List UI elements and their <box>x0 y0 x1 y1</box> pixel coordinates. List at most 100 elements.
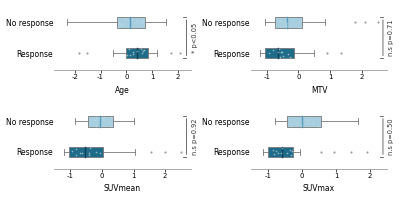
Point <box>283 23 289 26</box>
Point <box>273 25 280 28</box>
Point <box>162 150 168 153</box>
Point <box>177 52 184 55</box>
Point <box>134 49 140 52</box>
Point <box>288 124 295 127</box>
Point <box>284 21 290 25</box>
Point <box>352 21 358 24</box>
Point <box>93 116 99 119</box>
Point <box>141 49 147 52</box>
Point <box>289 149 295 152</box>
Text: * p<0.05: * p<0.05 <box>192 23 198 53</box>
Bar <box>117 17 145 28</box>
Point <box>115 25 122 28</box>
Point <box>284 52 291 55</box>
Point <box>68 149 75 152</box>
Point <box>108 116 114 119</box>
Point <box>76 151 83 154</box>
Point <box>168 52 174 55</box>
Point <box>298 19 304 22</box>
Point <box>282 24 289 28</box>
Point <box>348 150 354 153</box>
Point <box>76 52 82 55</box>
Point <box>139 21 145 24</box>
Point <box>310 121 316 124</box>
Point <box>305 121 311 124</box>
Point <box>119 23 125 26</box>
Point <box>287 56 293 59</box>
Bar <box>126 48 148 59</box>
Point <box>294 123 300 127</box>
Point <box>106 120 112 124</box>
Point <box>266 52 272 55</box>
Point <box>86 151 92 154</box>
Point <box>276 48 282 51</box>
Point <box>275 152 282 155</box>
Point <box>270 148 276 151</box>
Point <box>278 146 285 149</box>
Point <box>92 118 98 122</box>
Point <box>280 54 286 57</box>
Point <box>139 52 145 55</box>
Point <box>148 150 154 153</box>
Point <box>275 51 282 54</box>
X-axis label: MTV: MTV <box>311 86 327 95</box>
Point <box>93 150 99 153</box>
Point <box>338 52 344 55</box>
Point <box>97 152 103 155</box>
Point <box>276 55 283 59</box>
Point <box>129 18 135 21</box>
Point <box>79 151 86 155</box>
Point <box>277 151 284 155</box>
Bar <box>88 116 113 127</box>
Point <box>277 20 283 23</box>
Point <box>324 52 330 55</box>
Point <box>118 24 125 27</box>
Text: n.s p=0.92: n.s p=0.92 <box>192 118 198 155</box>
Point <box>134 20 141 23</box>
Point <box>101 118 108 121</box>
Point <box>138 48 144 51</box>
Point <box>278 51 285 54</box>
Point <box>126 53 133 56</box>
Point <box>286 149 293 152</box>
Bar <box>287 116 321 127</box>
Bar <box>69 146 104 157</box>
Point <box>297 25 303 28</box>
Point <box>364 150 370 153</box>
Point <box>284 25 290 28</box>
Point <box>362 21 368 24</box>
Point <box>73 153 80 157</box>
Point <box>279 50 286 53</box>
Point <box>122 17 128 20</box>
Point <box>107 124 114 127</box>
Point <box>93 124 99 127</box>
X-axis label: SUVmax: SUVmax <box>303 184 335 193</box>
Point <box>116 21 122 24</box>
Point <box>270 48 276 51</box>
Point <box>100 116 107 119</box>
Point <box>314 124 321 127</box>
Point <box>374 21 381 24</box>
Point <box>130 52 136 56</box>
Point <box>73 148 79 151</box>
Point <box>304 119 310 122</box>
Point <box>290 118 297 121</box>
Point <box>140 50 146 53</box>
Point <box>124 53 130 56</box>
Point <box>83 52 90 55</box>
Point <box>297 123 304 127</box>
Point <box>273 149 280 152</box>
Point <box>292 121 299 124</box>
Point <box>271 152 278 155</box>
Text: n.s p=0.71: n.s p=0.71 <box>388 20 394 56</box>
Point <box>96 116 102 120</box>
Point <box>318 150 324 153</box>
Point <box>288 123 294 126</box>
Text: n.s p=0.50: n.s p=0.50 <box>388 118 394 155</box>
X-axis label: Age: Age <box>115 86 130 95</box>
Point <box>86 153 93 156</box>
Point <box>282 21 288 24</box>
Point <box>138 20 145 23</box>
Point <box>288 153 294 157</box>
Bar <box>265 48 294 59</box>
